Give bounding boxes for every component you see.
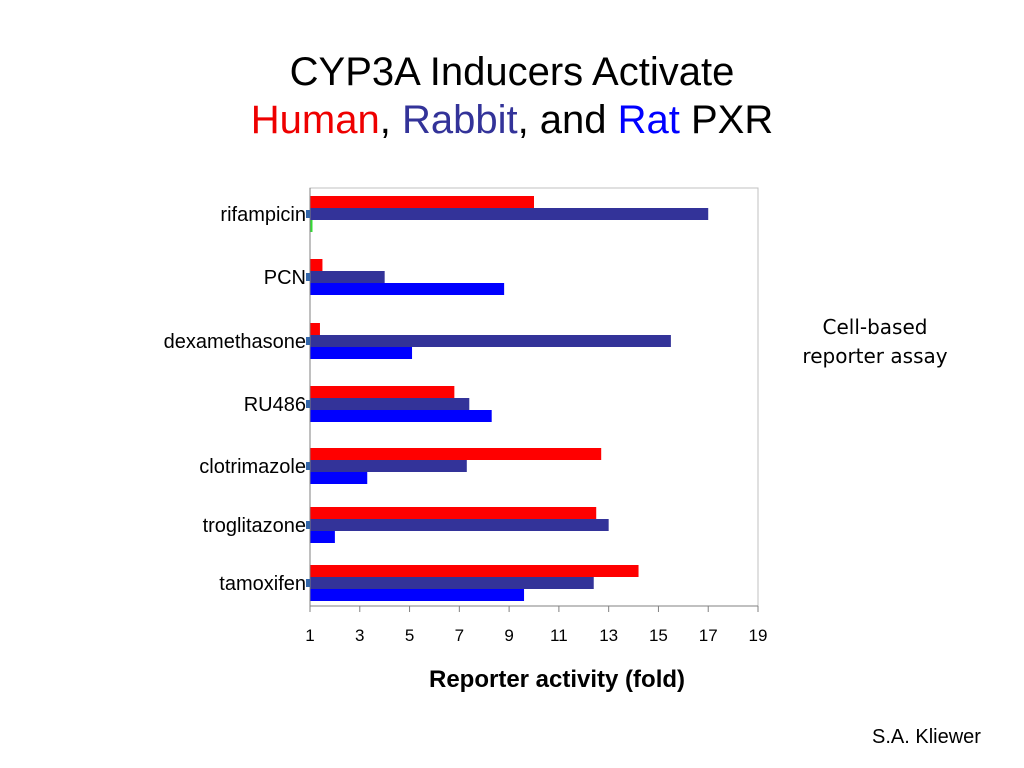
title-line-1: CYP3A Inducers Activate — [289, 50, 735, 94]
y-tick-clotrimazole — [306, 462, 310, 470]
title-sep-1: , — [379, 98, 402, 142]
bar-rat-tamoxifen — [310, 589, 525, 601]
x-tick-label-5: 5 — [405, 626, 414, 645]
title-tail: PXR — [679, 98, 774, 142]
category-label-dexamethasone: dexamethasone — [164, 331, 306, 353]
bar-rabbit-clotrimazole — [310, 460, 467, 472]
x-tick-label-1: 1 — [305, 626, 314, 645]
bar-rat-rifampicin — [310, 220, 313, 232]
x-tick-label-11: 11 — [550, 626, 568, 645]
bar-rabbit-tamoxifen — [310, 577, 594, 589]
assay-note-line-1: Cell-based — [822, 315, 928, 339]
bar-rat-RU486 — [310, 410, 492, 422]
bar-human-clotrimazole — [310, 448, 602, 460]
x-tick-label-19: 19 — [749, 626, 768, 645]
x-tick-label-3: 3 — [355, 626, 364, 645]
x-axis-title: Reporter activity (fold) — [429, 666, 685, 693]
x-tick-label-7: 7 — [455, 626, 464, 645]
category-label-tamoxifen: tamoxifen — [219, 573, 306, 595]
x-tick-label-13: 13 — [599, 626, 618, 645]
bar-human-PCN — [310, 259, 323, 271]
bar-rabbit-dexamethasone — [310, 335, 671, 347]
x-tick-label-17: 17 — [699, 626, 718, 645]
slide-title: CYP3A Inducers Activate Human, Rabbit, a… — [0, 48, 1024, 144]
bar-rat-troglitazone — [310, 531, 335, 543]
bar-human-troglitazone — [310, 507, 597, 519]
title-sep-2: , and — [517, 98, 618, 142]
y-tick-dexamethasone — [306, 337, 310, 345]
bar-rabbit-rifampicin — [310, 208, 709, 220]
y-tick-tamoxifen — [306, 579, 310, 587]
bar-human-dexamethasone — [310, 323, 320, 335]
bar-rabbit-troglitazone — [310, 519, 609, 531]
bar-human-rifampicin — [310, 196, 534, 208]
category-label-RU486: RU486 — [244, 394, 306, 416]
bar-rat-clotrimazole — [310, 472, 368, 484]
bar-rat-PCN — [310, 283, 505, 295]
bar-rat-dexamethasone — [310, 347, 413, 359]
title-line-2: Human, Rabbit, and Rat PXR — [0, 96, 1024, 144]
category-label-PCN: PCN — [264, 267, 306, 289]
x-tick-label-9: 9 — [504, 626, 513, 645]
title-rabbit: Rabbit — [401, 98, 518, 142]
y-tick-rifampicin — [306, 210, 310, 218]
title-rat: Rat — [617, 98, 680, 142]
assay-note-line-2: reporter assay — [802, 344, 948, 368]
x-tick-label-15: 15 — [649, 626, 668, 645]
y-tick-RU486 — [306, 400, 310, 408]
assay-note: Cell-based reporter assay — [770, 313, 980, 371]
bar-rabbit-PCN — [310, 271, 385, 283]
title-human: Human — [250, 98, 380, 142]
bar-human-RU486 — [310, 386, 455, 398]
bar-rabbit-RU486 — [310, 398, 470, 410]
y-tick-troglitazone — [306, 521, 310, 529]
author-credit: S.A. Kliewer — [872, 726, 981, 748]
category-label-troglitazone: troglitazone — [203, 515, 306, 537]
bar-human-tamoxifen — [310, 565, 639, 577]
y-tick-PCN — [306, 273, 310, 281]
category-label-rifampicin: rifampicin — [220, 204, 306, 226]
category-label-clotrimazole: clotrimazole — [199, 456, 306, 478]
